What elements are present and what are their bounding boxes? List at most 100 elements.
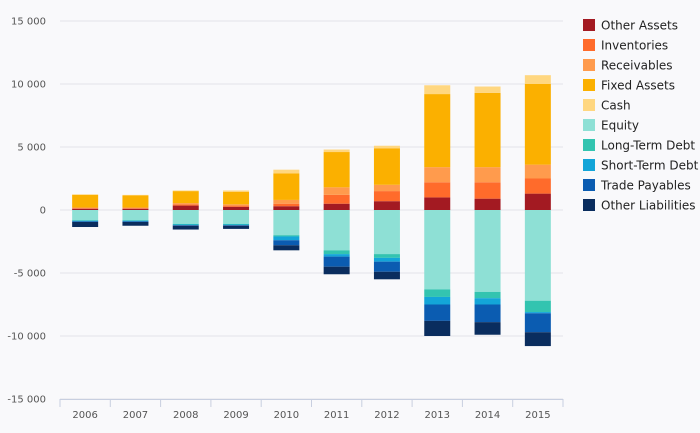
bar-segment-short-term-debt[interactable] (223, 224, 250, 226)
bar-segment-other-assets[interactable] (323, 203, 350, 210)
bar-segment-other-liabilities[interactable] (223, 225, 250, 229)
bar-segment-short-term-debt[interactable] (474, 298, 501, 305)
bar-segment-long-term-debt[interactable] (122, 220, 149, 221)
bar-segment-fixed-assets[interactable] (172, 191, 199, 204)
bar-segment-short-term-debt[interactable] (373, 257, 400, 262)
legend-item[interactable]: Receivables (583, 59, 673, 73)
bar-segment-trade-payables[interactable] (323, 256, 350, 267)
bar-segment-fixed-assets[interactable] (524, 84, 551, 165)
legend-item[interactable]: Other Liabilities (583, 199, 696, 213)
bar-segment-inventories[interactable] (172, 204, 199, 206)
bar-segment-other-assets[interactable] (373, 201, 400, 210)
bar-segment-fixed-assets[interactable] (72, 194, 99, 208)
bar-segment-receivables[interactable] (223, 204, 250, 206)
legend-item[interactable]: Trade Payables (583, 179, 691, 193)
bar-segment-long-term-debt[interactable] (273, 235, 300, 237)
bar-segment-cash[interactable] (524, 75, 551, 84)
bar-segment-equity[interactable] (474, 210, 501, 292)
bar-segment-fixed-assets[interactable] (424, 94, 451, 168)
bar-segment-inventories[interactable] (223, 205, 250, 207)
bar-segment-trade-payables[interactable] (273, 240, 300, 246)
bar-segment-trade-payables[interactable] (474, 304, 501, 323)
bar-segment-receivables[interactable] (474, 167, 501, 183)
bar-segment-trade-payables[interactable] (122, 221, 149, 222)
bar-segment-other-liabilities[interactable] (323, 266, 350, 275)
bar-segment-receivables[interactable] (122, 207, 149, 209)
bar-segment-fixed-assets[interactable] (323, 152, 350, 188)
bar-segment-receivables[interactable] (172, 203, 199, 205)
legend-item[interactable]: Cash (583, 99, 631, 113)
bar-segment-short-term-debt[interactable] (172, 224, 199, 226)
bar-segment-other-assets[interactable] (223, 206, 250, 210)
bar-segment-other-liabilities[interactable] (424, 320, 451, 336)
bar-segment-cash[interactable] (373, 145, 400, 149)
bar-segment-long-term-debt[interactable] (524, 300, 551, 313)
bar-segment-other-liabilities[interactable] (474, 322, 501, 335)
legend-item[interactable]: Inventories (583, 39, 668, 53)
legend-item[interactable]: Equity (583, 119, 639, 133)
legend-item[interactable]: Short-Term Debt (583, 159, 699, 173)
bar-segment-other-assets[interactable] (273, 206, 300, 210)
bar-segment-cash[interactable] (122, 194, 149, 196)
bar-segment-receivables[interactable] (424, 167, 451, 183)
bar-segment-cash[interactable] (273, 169, 300, 174)
bar-segment-other-assets[interactable] (172, 205, 199, 210)
bar-segment-receivables[interactable] (323, 187, 350, 195)
bar-segment-long-term-debt[interactable] (223, 223, 250, 225)
legend-item[interactable]: Other Assets (583, 19, 678, 33)
bar-segment-equity[interactable] (223, 210, 250, 224)
bar-segment-fixed-assets[interactable] (223, 191, 250, 205)
bar-segment-equity[interactable] (172, 210, 199, 224)
bar-segment-long-term-debt[interactable] (474, 291, 501, 299)
bar-segment-equity[interactable] (424, 210, 451, 290)
bar-segment-inventories[interactable] (424, 182, 451, 198)
bar-segment-inventories[interactable] (72, 208, 99, 209)
bar-segment-receivables[interactable] (72, 207, 99, 209)
bar-segment-trade-payables[interactable] (524, 313, 551, 333)
bar-segment-cash[interactable] (72, 194, 99, 195)
bar-segment-fixed-assets[interactable] (373, 148, 400, 185)
bar-segment-trade-payables[interactable] (72, 221, 99, 222)
bar-segment-fixed-assets[interactable] (273, 173, 300, 200)
bar-segment-other-liabilities[interactable] (373, 271, 400, 280)
bar-segment-trade-payables[interactable] (172, 225, 199, 226)
bar-segment-other-assets[interactable] (474, 198, 501, 210)
bar-segment-equity[interactable] (373, 210, 400, 255)
bar-segment-equity[interactable] (72, 210, 99, 221)
bar-segment-equity[interactable] (524, 210, 551, 301)
bar-segment-fixed-assets[interactable] (122, 195, 149, 208)
legend[interactable]: Other Assets Inventories Receivables Fixed … (583, 19, 699, 213)
bar-segment-cash[interactable] (172, 190, 199, 192)
bar-segment-other-assets[interactable] (524, 193, 551, 210)
bar-segment-other-assets[interactable] (122, 208, 149, 210)
bar-segment-other-liabilities[interactable] (122, 221, 149, 226)
legend-item[interactable]: Fixed Assets (583, 79, 675, 93)
bar-segment-other-liabilities[interactable] (524, 332, 551, 347)
bar-segment-inventories[interactable] (122, 208, 149, 209)
bar-segment-long-term-debt[interactable] (72, 220, 99, 221)
bar-segment-short-term-debt[interactable] (273, 236, 300, 241)
bar-segment-long-term-debt[interactable] (323, 250, 350, 255)
bar-segment-other-liabilities[interactable] (172, 225, 199, 230)
bar-segment-short-term-debt[interactable] (72, 220, 99, 222)
bar-segment-cash[interactable] (223, 190, 250, 192)
bar-segment-cash[interactable] (323, 149, 350, 153)
bar-segment-long-term-debt[interactable] (424, 289, 451, 297)
bar-segment-short-term-debt[interactable] (424, 296, 451, 305)
bar-segment-short-term-debt[interactable] (524, 312, 551, 314)
bar-segment-inventories[interactable] (273, 203, 300, 207)
bar-segment-equity[interactable] (273, 210, 300, 236)
bar-segment-trade-payables[interactable] (424, 304, 451, 321)
bar-segment-cash[interactable] (474, 86, 501, 93)
bar-segment-trade-payables[interactable] (373, 261, 400, 272)
bar-segment-inventories[interactable] (524, 178, 551, 194)
bar-segment-other-assets[interactable] (72, 208, 99, 210)
bar-segment-inventories[interactable] (373, 191, 400, 202)
bar-segment-short-term-debt[interactable] (323, 254, 350, 257)
bar-segment-inventories[interactable] (474, 182, 501, 199)
bar-segment-equity[interactable] (323, 210, 350, 251)
bar-segment-equity[interactable] (122, 210, 149, 221)
legend-item[interactable]: Long-Term Debt (583, 139, 695, 153)
bar-segment-other-liabilities[interactable] (72, 221, 99, 228)
bar-segment-other-assets[interactable] (424, 197, 451, 210)
